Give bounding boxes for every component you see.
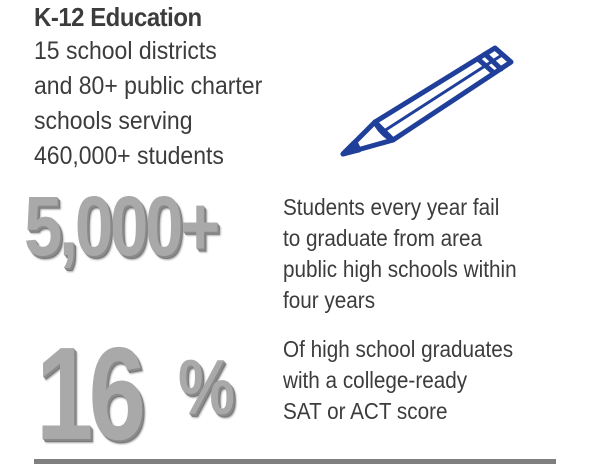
pencil-icon [340,45,514,157]
description-line: to graduate from area [283,225,483,251]
description-line: Students every year fail [283,194,500,220]
intro-line: schools serving [34,107,193,135]
intro-text: 15 school districts and 80+ public chart… [34,34,324,174]
section-heading: K-12 Education [34,2,202,32]
intro-line: and 80+ public charter [34,72,263,100]
description-line: with a college-ready [283,367,468,393]
stat-dropout-description: Students every year fail to graduate fro… [283,192,543,316]
stat-college-ready-description: Of high school graduates with a college-… [283,334,539,427]
description-line: SAT or ACT score [283,398,448,424]
stat-dropout-count: 5,000+ [24,179,220,273]
description-line: Of high school graduates [283,336,514,362]
description-line: public high schools within [283,256,517,282]
intro-line: 460,000+ students [34,142,224,170]
description-line: four years [283,287,376,313]
percent-sign: % [178,343,235,431]
bottom-divider [34,459,556,464]
intro-line: 15 school districts [34,37,217,65]
stat-college-ready-percent: 16 [36,320,146,467]
